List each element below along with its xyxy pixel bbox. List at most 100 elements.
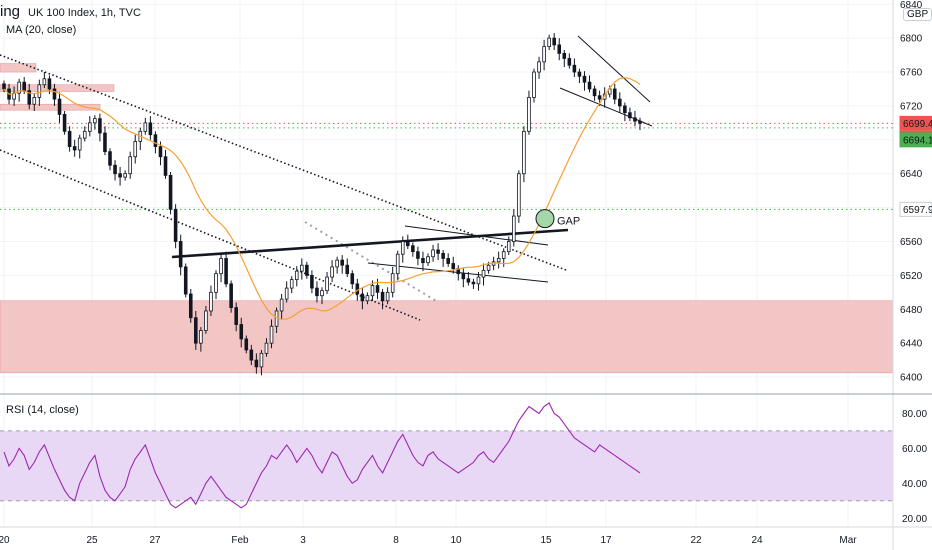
candle-body bbox=[284, 287, 289, 300]
candle-body bbox=[355, 283, 360, 295]
price-badge bbox=[899, 201, 932, 217]
candle-body bbox=[395, 253, 400, 275]
time-tick-label: 17 bbox=[600, 535, 612, 546]
candle-body bbox=[264, 342, 269, 354]
candle-body bbox=[244, 338, 249, 351]
currency-badge[interactable]: GBP bbox=[903, 8, 932, 21]
rsi-tick-label: 20.00 bbox=[902, 514, 927, 525]
symbol-title-prefix: ing bbox=[0, 3, 21, 20]
candle-body bbox=[406, 241, 410, 247]
candle-body bbox=[113, 164, 117, 175]
candle-body bbox=[496, 258, 501, 263]
candle-body bbox=[400, 241, 405, 255]
candle-body bbox=[441, 252, 445, 259]
candle-body bbox=[350, 273, 355, 285]
candle-body bbox=[557, 44, 562, 54]
candle-body bbox=[47, 78, 52, 90]
zone-marker bbox=[0, 84, 115, 92]
candle-body bbox=[411, 245, 415, 253]
price-tick-label: 6800 bbox=[900, 34, 923, 45]
candle-body bbox=[330, 266, 334, 278]
candle-body bbox=[385, 291, 390, 302]
zone-marker bbox=[0, 103, 101, 111]
candle-body bbox=[446, 258, 450, 264]
candle-body bbox=[289, 279, 294, 289]
candlestick-series bbox=[2, 33, 642, 376]
candle-body bbox=[522, 130, 526, 175]
price-tick-label: 6640 bbox=[900, 169, 923, 180]
candle-body bbox=[623, 105, 627, 114]
candle-body bbox=[234, 307, 238, 325]
candle-body bbox=[199, 330, 203, 344]
candle-body bbox=[375, 285, 380, 293]
time-tick-label: 10 bbox=[450, 535, 462, 546]
time-tick-label: 27 bbox=[149, 535, 161, 546]
time-axis[interactable]: 20 25 27 Feb 3 8 10 15 17 22 24 Mar bbox=[0, 535, 857, 546]
candle-body bbox=[481, 269, 486, 278]
rsi-indicator-label[interactable]: RSI (14, close) bbox=[6, 404, 79, 416]
dotted-projection-line bbox=[304, 221, 439, 303]
candle-body bbox=[183, 266, 188, 295]
candle-body bbox=[305, 264, 309, 276]
candle-body bbox=[194, 317, 198, 344]
rsi-tick-label: 60.00 bbox=[902, 444, 927, 455]
candle-body bbox=[103, 132, 107, 153]
candle-body bbox=[148, 122, 153, 136]
candle-body bbox=[315, 287, 319, 297]
candle-body bbox=[416, 251, 420, 259]
candle-body bbox=[27, 90, 32, 105]
price-tick-label: 6560 bbox=[900, 237, 923, 248]
candle-body bbox=[612, 88, 617, 100]
candle-body bbox=[325, 276, 329, 292]
candle-body bbox=[82, 130, 87, 139]
candle-body bbox=[204, 310, 208, 331]
price-tick-label: 6720 bbox=[900, 101, 923, 112]
candle-body bbox=[67, 130, 72, 147]
candle-body bbox=[93, 118, 97, 124]
candle-body bbox=[224, 258, 228, 285]
symbol-title[interactable]: UK 100 Index, 1h, TVC bbox=[28, 7, 141, 19]
candle-body bbox=[426, 256, 430, 264]
time-tick-label: 22 bbox=[690, 535, 702, 546]
price-tick-label: 6840 bbox=[900, 0, 923, 11]
flag-upper-line bbox=[404, 225, 549, 246]
candle-body bbox=[360, 293, 365, 302]
candle-body bbox=[219, 258, 223, 275]
candle-body bbox=[32, 97, 37, 105]
zone-marker bbox=[0, 63, 37, 73]
candle-body bbox=[345, 264, 350, 275]
candle-body bbox=[320, 290, 324, 297]
candle-body bbox=[567, 58, 572, 66]
rsi-band-lines bbox=[0, 430, 893, 502]
candle-body bbox=[37, 84, 42, 98]
time-tick-label: 3 bbox=[300, 535, 306, 546]
price-axis[interactable]: 6400644064806520656066006640668067206760… bbox=[900, 0, 923, 384]
candle-body bbox=[431, 249, 435, 258]
candle-body bbox=[214, 273, 218, 293]
candle-body bbox=[340, 259, 344, 266]
candle-body bbox=[2, 83, 6, 90]
time-tick-label: 15 bbox=[540, 535, 552, 546]
time-tick-label: Mar bbox=[839, 535, 857, 546]
candle-body bbox=[512, 215, 516, 242]
rsi-axis: 20.00 40.00 60.00 80.00 bbox=[902, 409, 927, 525]
candle-body bbox=[582, 75, 587, 83]
candle-body bbox=[118, 173, 122, 178]
horizontal-levels bbox=[0, 63, 893, 210]
candle-body bbox=[88, 122, 92, 132]
time-tick-label: Feb bbox=[231, 535, 249, 546]
candle-body bbox=[209, 291, 213, 312]
wedge-upper-line bbox=[577, 35, 651, 103]
candle-body bbox=[294, 270, 299, 281]
candle-body bbox=[421, 258, 425, 264]
ma-indicator-label[interactable]: MA (20, close) bbox=[6, 24, 77, 36]
rsi-band bbox=[0, 430, 893, 501]
candle-body bbox=[365, 295, 370, 302]
candle-body bbox=[486, 264, 491, 271]
candle-body bbox=[562, 52, 567, 59]
candle-body bbox=[542, 46, 546, 63]
resistance-zone bbox=[0, 300, 894, 374]
gap-label: GAP bbox=[557, 216, 580, 228]
gap-annotation: GAP bbox=[535, 209, 580, 229]
